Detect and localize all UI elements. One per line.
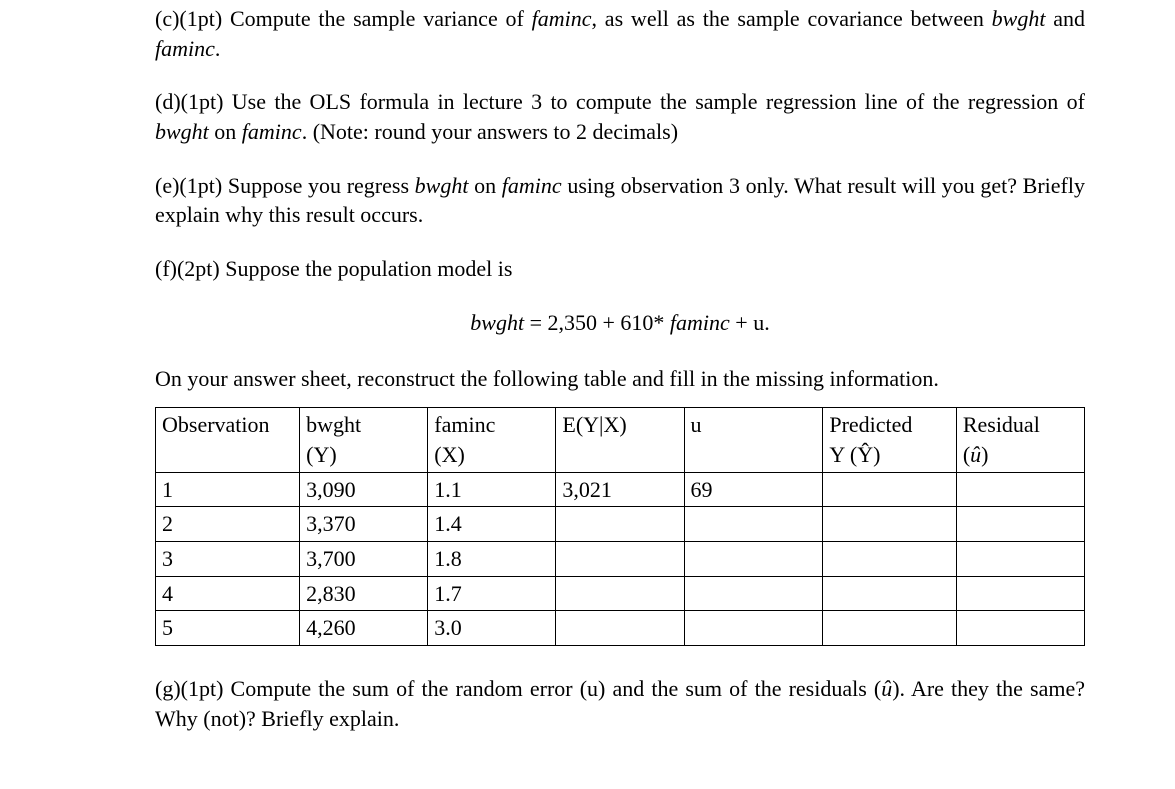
header-label: Predicted — [829, 412, 912, 437]
paragraph-d: (d)(1pt) Use the OLS formula in lecture … — [155, 87, 1085, 146]
col-bwght: bwght (Y) — [300, 408, 428, 472]
text: (e)(1pt) Suppose you regress — [155, 173, 415, 198]
paragraph-e: (e)(1pt) Suppose you regress bwght on fa… — [155, 171, 1085, 230]
document-page: (c)(1pt) Compute the sample variance of … — [0, 4, 1175, 733]
paragraph-table-lead: On your answer sheet, reconstruct the fo… — [155, 364, 1085, 394]
cell-obs: 3 — [156, 541, 300, 576]
cell-x: 1.1 — [428, 472, 556, 507]
header-label: Residual — [963, 412, 1040, 437]
cell-y: 2,830 — [300, 576, 428, 611]
col-residual: Residual (û) — [956, 408, 1084, 472]
col-eyx: E(Y|X) — [556, 408, 684, 472]
cell-eyx — [556, 507, 684, 542]
cell-pred — [823, 576, 956, 611]
cell-res — [956, 576, 1084, 611]
cell-eyx — [556, 611, 684, 646]
cell-x: 1.7 — [428, 576, 556, 611]
cell-eyx — [556, 576, 684, 611]
cell-res — [956, 611, 1084, 646]
text: , as well as the sample covariance betwe… — [592, 6, 992, 31]
cell-obs: 1 — [156, 472, 300, 507]
table-row: 1 3,090 1.1 3,021 69 — [156, 472, 1085, 507]
text: On your answer sheet, reconstruct the fo… — [155, 366, 939, 391]
cell-x: 1.8 — [428, 541, 556, 576]
table-row: 4 2,830 1.7 — [156, 576, 1085, 611]
text: (f)(2pt) Suppose the population model is — [155, 256, 512, 281]
var-bwght: bwght — [470, 310, 524, 335]
header-sublabel: (Y) — [306, 440, 421, 470]
cell-u — [684, 576, 823, 611]
paragraph-c: (c)(1pt) Compute the sample variance of … — [155, 4, 1085, 63]
cell-res — [956, 472, 1084, 507]
var-faminc: faminc — [155, 36, 215, 61]
col-faminc: faminc (X) — [428, 408, 556, 472]
col-predicted: Predicted Y (Ŷ) — [823, 408, 956, 472]
cell-pred — [823, 507, 956, 542]
var-faminc: faminc — [242, 119, 302, 144]
header-sublabel: (û) — [963, 440, 1078, 470]
cell-pred — [823, 472, 956, 507]
header-label: bwght — [306, 412, 361, 437]
text: (c)(1pt) Compute the sample variance of — [155, 6, 532, 31]
cell-x: 3.0 — [428, 611, 556, 646]
var-faminc: faminc — [670, 310, 730, 335]
cell-u: 69 — [684, 472, 823, 507]
uhat-symbol: û — [881, 676, 892, 701]
var-bwght: bwght — [155, 119, 209, 144]
cell-eyx: 3,021 — [556, 472, 684, 507]
paragraph-g: (g)(1pt) Compute the sum of the random e… — [155, 674, 1085, 733]
cell-obs: 4 — [156, 576, 300, 611]
col-u: u — [684, 408, 823, 472]
col-observation: Observation — [156, 408, 300, 472]
cell-pred — [823, 611, 956, 646]
data-table: Observation bwght (Y) faminc (X) E(Y|X) … — [155, 407, 1085, 646]
cell-obs: 2 — [156, 507, 300, 542]
uhat-symbol: û — [970, 442, 981, 467]
text: and — [1045, 6, 1085, 31]
paragraph-f-lead: (f)(2pt) Suppose the population model is — [155, 254, 1085, 284]
var-bwght: bwght — [415, 173, 469, 198]
header-label: Observation — [162, 412, 270, 437]
population-model-equation: bwght = 2,350 + 610* faminc + u. — [155, 308, 1085, 338]
table-body: 1 3,090 1.1 3,021 69 2 3,370 1.4 3 3,700 — [156, 472, 1085, 645]
header-sublabel: Y (Ŷ) — [829, 440, 949, 470]
header-label: E(Y|X) — [562, 412, 626, 437]
var-bwght: bwght — [992, 6, 1046, 31]
cell-u — [684, 611, 823, 646]
table-header-row: Observation bwght (Y) faminc (X) E(Y|X) … — [156, 408, 1085, 472]
text: on — [209, 119, 242, 144]
header-label: faminc — [434, 412, 495, 437]
text: (g)(1pt) Compute the sum of the random e… — [155, 676, 881, 701]
cell-y: 4,260 — [300, 611, 428, 646]
text: (d)(1pt) Use the OLS formula in lecture … — [155, 89, 1085, 114]
header-label: u — [691, 412, 702, 437]
text: . (Note: round your answers to 2 decimal… — [302, 119, 678, 144]
cell-res — [956, 541, 1084, 576]
table-row: 5 4,260 3.0 — [156, 611, 1085, 646]
cell-x: 1.4 — [428, 507, 556, 542]
cell-res — [956, 507, 1084, 542]
cell-eyx — [556, 541, 684, 576]
text: + u. — [730, 310, 770, 335]
cell-y: 3,700 — [300, 541, 428, 576]
header-sublabel: (X) — [434, 440, 549, 470]
cell-y: 3,370 — [300, 507, 428, 542]
table-row: 2 3,370 1.4 — [156, 507, 1085, 542]
cell-obs: 5 — [156, 611, 300, 646]
text: on — [468, 173, 501, 198]
var-faminc: faminc — [502, 173, 562, 198]
cell-u — [684, 507, 823, 542]
cell-pred — [823, 541, 956, 576]
var-faminc: faminc — [532, 6, 592, 31]
text: = 2,350 + 610* — [524, 310, 670, 335]
table-row: 3 3,700 1.8 — [156, 541, 1085, 576]
cell-y: 3,090 — [300, 472, 428, 507]
cell-u — [684, 541, 823, 576]
